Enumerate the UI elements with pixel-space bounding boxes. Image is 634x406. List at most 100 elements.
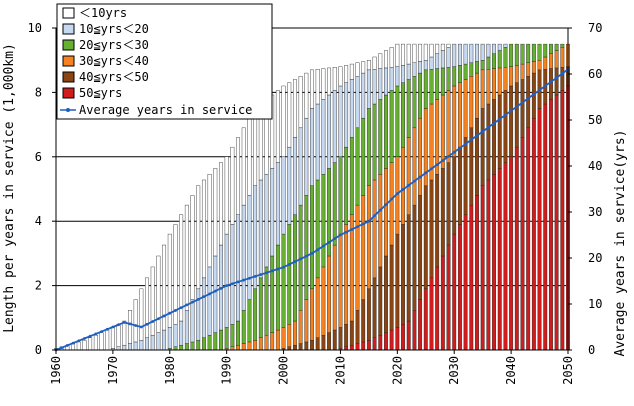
average-point-2047 [549,80,553,84]
bar-2036-band-1 [486,43,491,58]
bar-1995-band-1 [253,185,258,290]
bar-1985-band-2 [196,340,201,351]
bar-2002-band-2 [292,214,297,322]
bar-2035-band-4 [480,108,485,186]
average-point-2012 [350,228,354,231]
x-tick-label-0: 1960 [49,356,63,385]
bar-1993-band-0 [241,127,246,206]
bar-2035-band-2 [480,60,485,71]
bar-2017-band-2 [378,99,383,175]
average-point-2035 [481,130,485,133]
bar-2037-band-2 [492,53,496,69]
bar-2035-band-3 [480,69,485,109]
bar-1996-band-1 [258,179,263,279]
average-point-1997 [265,271,268,275]
bar-2034-band-5 [475,195,479,351]
bar-2015-band-1 [366,69,371,109]
bar-2016-band-1 [372,69,377,105]
bar-2042-band-5 [520,137,525,351]
bar-1983-band-2 [184,343,189,351]
y-left-tick-label-5: 10 [28,21,42,35]
bar-2024-band-1 [418,61,423,74]
bar-2044-band-3 [531,61,536,74]
average-point-2008 [327,240,331,244]
bar-2045-band-5 [537,108,542,351]
bar-2007-band-4 [321,334,326,351]
bar-2032-band-2 [463,63,468,80]
bar-2023-band-2 [412,76,417,129]
bar-2026-band-2 [429,69,434,105]
bar-2002-band-1 [292,137,297,215]
bar-2032-band-1 [463,43,468,65]
bar-1978-band-1 [156,332,161,351]
bar-1998-band-3 [270,332,275,351]
bar-2004-band-0 [304,72,309,119]
bar-1999-band-3 [275,329,280,351]
average-point-1980 [168,311,172,315]
bar-1974-band-0 [133,299,138,343]
average-point-1963 [71,341,75,345]
bar-2005-band-0 [310,69,314,109]
bar-2046-band-3 [543,56,548,70]
bar-2006-band-1 [315,103,320,181]
x-tick-label-5: 2010 [333,356,347,385]
bar-2007-band-3 [321,266,326,336]
bar-2021-band-1 [401,65,405,83]
bar-2030-band-4 [452,156,457,235]
average-point-2044 [532,92,536,96]
bar-2015-band-4 [366,288,371,341]
bar-2001-band-0 [287,82,292,148]
bar-2009-band-1 [332,90,337,163]
average-point-2045 [538,88,541,92]
bar-2034-band-2 [475,61,479,74]
average-point-2004 [304,254,308,258]
bar-2019-band-1 [389,67,394,91]
bar-2038-band-2 [497,50,502,69]
average-point-1986 [202,295,206,299]
bar-2044-band-5 [531,117,536,351]
bar-2015-band-5 [366,340,371,351]
bar-2024-band-3 [418,117,423,196]
average-point-1961 [60,346,64,350]
average-point-2032 [464,142,467,146]
bar-2016-band-2 [372,103,377,181]
bar-2016-band-3 [372,179,377,279]
average-point-2033 [469,138,473,142]
bar-2016-band-5 [372,337,377,351]
legend-label-40-50: 40≦yrs＜50 [79,70,149,84]
bar-1998-band-1 [270,168,275,257]
average-point-1990 [225,284,229,287]
bar-2031-band-4 [457,146,462,225]
bar-1986-band-1 [201,277,206,338]
average-point-2023 [413,179,416,183]
average-point-1975 [139,325,143,329]
bar-2019-band-4 [389,244,394,331]
bar-2022-band-0 [406,43,411,65]
bar-1997-band-2 [264,266,269,336]
x-tick-label-8: 2040 [504,356,518,385]
legend-box [56,3,273,120]
bar-2045-band-3 [537,60,542,71]
average-point-1976 [145,322,149,326]
bar-2020-band-0 [395,43,400,67]
bar-2011-band-1 [344,82,349,148]
y-right-tick-label-3: 30 [588,205,602,219]
bar-2010-band-2 [338,156,343,235]
bar-2022-band-5 [406,320,411,351]
bar-2033-band-5 [469,204,474,351]
legend-label-average: Average years in service [79,103,252,117]
average-point-2040 [509,109,513,113]
bar-2006-band-3 [315,277,320,338]
bar-2011-band-4 [344,324,349,347]
average-point-1994 [248,276,251,280]
bar-2029-band-3 [446,90,451,163]
bar-2010-band-1 [338,85,343,157]
legend-label-30-40: 30≦yrs＜40 [79,54,149,68]
average-point-2011 [344,230,348,234]
legend-label-10-20: 10≦yrs＜20 [79,22,149,36]
bar-2039-band-5 [503,162,508,351]
average-point-1982 [179,306,183,310]
bar-1995-band-0 [253,108,258,186]
bar-1996-band-2 [258,277,263,338]
bar-2006-band-4 [315,337,320,351]
